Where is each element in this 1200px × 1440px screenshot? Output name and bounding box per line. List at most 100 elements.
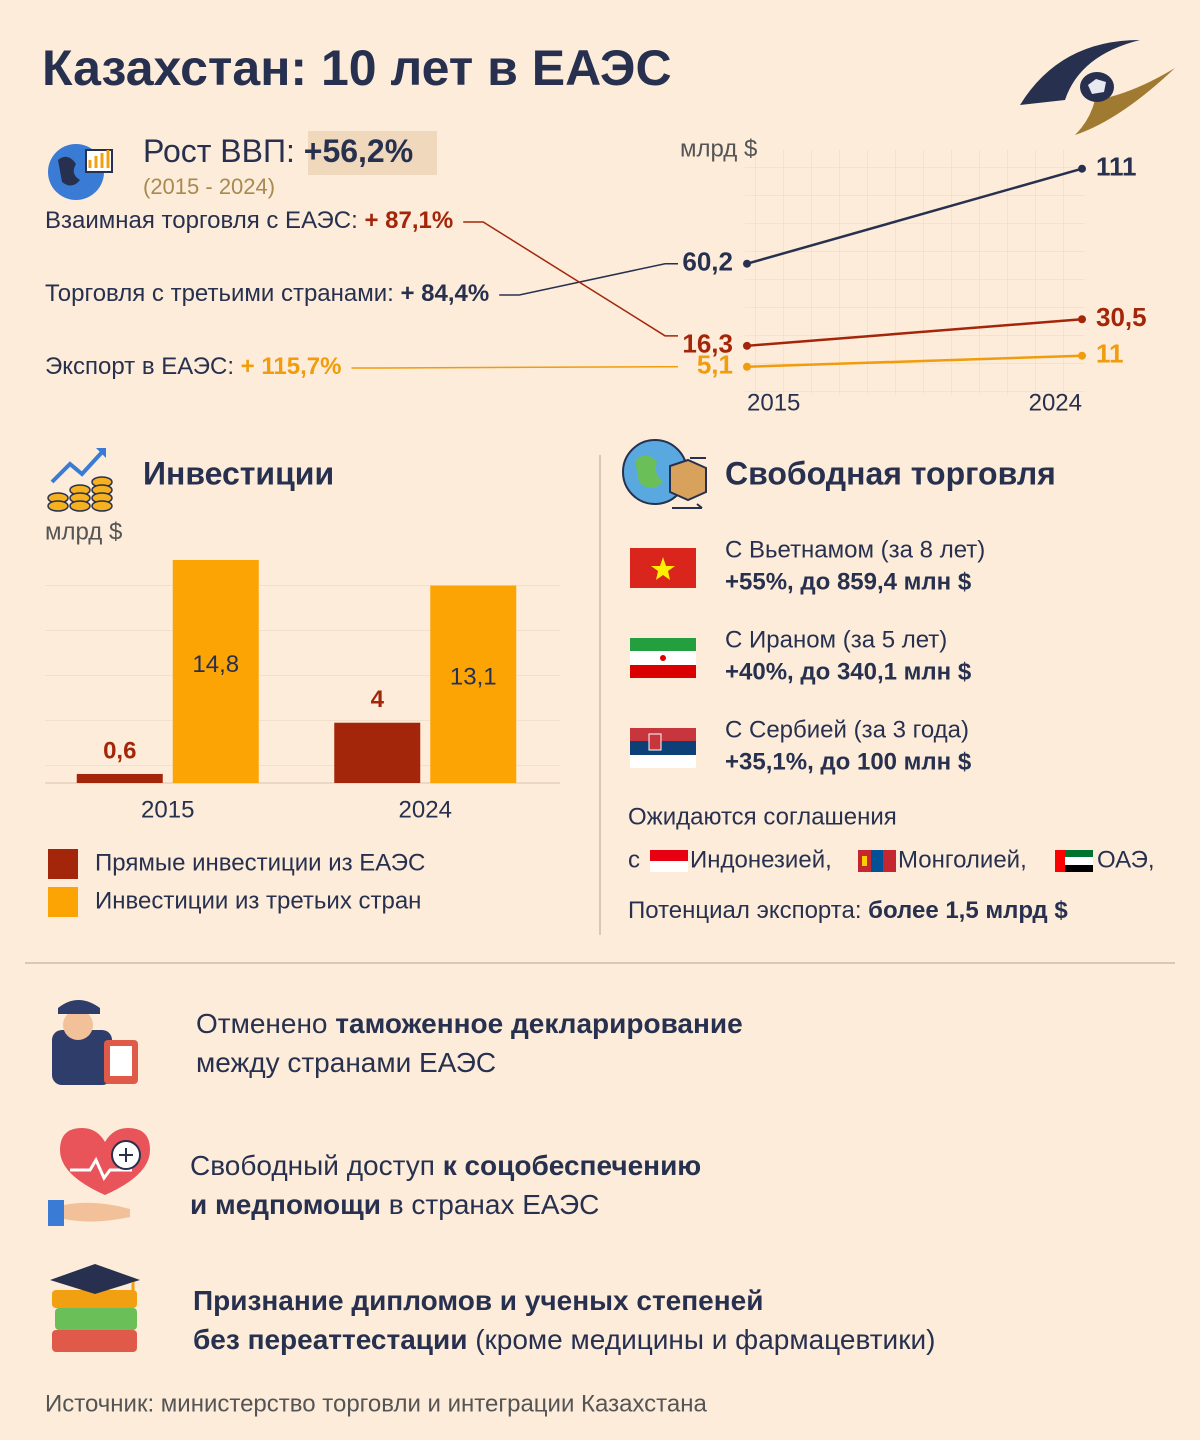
bar — [430, 585, 517, 783]
legend-entry: Инвестиции из третьих стран — [95, 887, 421, 914]
benefit-text: Признание дипломов и ученых степеней — [193, 1285, 763, 1316]
country: Монголией, — [898, 846, 1027, 873]
flag-vietnam — [630, 548, 696, 588]
source: Источник: министерство торговли и интегр… — [45, 1390, 707, 1417]
value-label: 111 — [1096, 152, 1137, 182]
legend-swatch — [48, 849, 78, 879]
series-name: Взаимная торговля с ЕАЭС: — [45, 207, 358, 234]
x-tick-label: 2015 — [141, 796, 194, 823]
connector — [499, 262, 678, 296]
value-label: 16,3 — [682, 329, 733, 359]
legend-entry: Взаимная торговля с ЕАЭС: + 87,1% — [45, 207, 453, 234]
value-label: 11 — [1096, 339, 1124, 369]
potential-value: более 1,5 млрд $ — [868, 897, 1068, 924]
highlight — [308, 131, 437, 175]
series-name: Торговля с третьими странами: — [45, 280, 394, 307]
value-label: 60,2 — [682, 247, 733, 277]
benefit-text: в странах ЕАЭС — [381, 1189, 599, 1220]
potential-label: Потенциал экспорта: — [628, 897, 861, 924]
flag-iran — [630, 638, 696, 678]
customs-icon — [52, 1000, 138, 1085]
benefit-text: таможенное декларирование — [335, 1008, 742, 1039]
value-label: 14,8 — [192, 651, 239, 678]
spacer — [394, 280, 401, 307]
bar — [334, 722, 421, 783]
series-change: + 115,7% — [241, 353, 342, 380]
gdp-label: Рост ВВП: +56,2% — [143, 133, 413, 169]
title: Казахстан: 10 лет в ЕАЭС — [42, 40, 672, 96]
benefit-line: и медпомощи в странах ЕАЭС — [190, 1189, 599, 1220]
value-label: 5,1 — [697, 350, 733, 380]
logo — [1020, 40, 1175, 135]
legend-swatch — [48, 887, 78, 917]
x-tick-label: 2024 — [399, 796, 452, 823]
benefit-line: между странами ЕАЭС — [196, 1047, 496, 1078]
flag-serbia — [630, 728, 696, 768]
trade-result: +40%, до 340,1 млн $ — [725, 658, 972, 685]
gdp-value: +56,2% — [304, 133, 413, 169]
benefit-text: и медпомощи — [190, 1189, 381, 1220]
trade-country: С Ираном (за 5 лет) — [725, 626, 947, 653]
connector — [351, 366, 678, 369]
plot-background — [745, 150, 1085, 395]
benefit-text: между странами ЕАЭС — [196, 1047, 496, 1078]
unit-label: млрд $ — [45, 518, 122, 545]
point — [743, 362, 751, 371]
country: ОАЭ, — [1097, 846, 1155, 873]
line — [746, 167, 1083, 265]
point — [1078, 351, 1086, 360]
point — [1078, 164, 1086, 173]
benefit-line: Свободный доступ к соцобеспечению — [190, 1150, 701, 1181]
legend-entry: Прямые инвестиции из ЕАЭС — [95, 849, 425, 876]
benefit-line: без переаттестации (кроме медицины и фар… — [193, 1324, 935, 1355]
legend-entry: Торговля с третьими странами: + 84,4% — [45, 280, 489, 307]
trade-items: С Вьетнамом (за 8 лет) +55%, до 859,4 млн… — [725, 536, 985, 775]
unit-label: млрд $ — [680, 135, 757, 162]
point — [743, 259, 751, 268]
benefit-text: (кроме медицины и фармацевтики) — [467, 1324, 935, 1355]
trade-country: С Вьетнамом (за 8 лет) — [725, 536, 985, 563]
benefit-text: к соцобеспечению — [443, 1150, 702, 1181]
legend-entry: Экспорт в ЕАЭС: + 115,7% — [45, 353, 341, 380]
line — [746, 354, 1083, 369]
benefit-line: Отменено таможенное декларирование — [196, 1008, 743, 1039]
line — [746, 318, 1083, 348]
country: Индонезией, — [690, 846, 832, 873]
expected: Ожидаются соглашения — [628, 803, 897, 830]
flag-indonesia — [650, 850, 688, 872]
line-chart: млрд $ 2015 2024 60,2 111 Торговля с третьими… — [45, 135, 1147, 416]
point — [1078, 315, 1086, 324]
benefit-text: Отменено — [196, 1008, 335, 1039]
value-label: 4 — [371, 686, 385, 713]
value-label: 13,1 — [450, 664, 497, 691]
series-name: Экспорт в ЕАЭС: — [45, 353, 234, 380]
flag-mongolia — [858, 850, 896, 872]
benefit-line: Признание дипломов и ученых степеней — [193, 1285, 763, 1316]
section-title: Свободная торговля — [725, 455, 1056, 491]
trade-icon — [622, 439, 707, 509]
health-icon — [48, 1128, 150, 1226]
gdp-label-text: Рост ВВП: — [143, 133, 295, 169]
trade-country: С Сербией (за 3 года) — [725, 716, 969, 743]
gdp-icon — [48, 144, 113, 200]
series-change: + 87,1% — [364, 207, 453, 234]
benefits: Отменено таможенное декларирование между … — [190, 1008, 935, 1355]
point — [743, 341, 751, 350]
benefit-text: Свободный доступ — [190, 1150, 443, 1181]
value-label: 0,6 — [103, 737, 136, 764]
spacer — [234, 353, 241, 380]
bar-chart: млрд $ 2015 0,6 14,8 2024 4 13,1 Прямые инвести… — [45, 518, 560, 917]
flag-uae — [1055, 850, 1093, 872]
education-icon — [50, 1264, 140, 1352]
x-tick-label: 2024 — [1029, 389, 1082, 416]
trade-result: +35,1%, до 100 млн $ — [725, 748, 972, 775]
benefit-text: без переаттестации — [193, 1324, 467, 1355]
connector — [463, 221, 678, 337]
spacer — [358, 207, 365, 234]
gdp-period: (2015 - 2024) — [143, 174, 275, 199]
value-label: 30,5 — [1096, 302, 1147, 332]
with: с — [628, 846, 640, 873]
bar — [76, 773, 163, 783]
bar — [172, 560, 259, 783]
